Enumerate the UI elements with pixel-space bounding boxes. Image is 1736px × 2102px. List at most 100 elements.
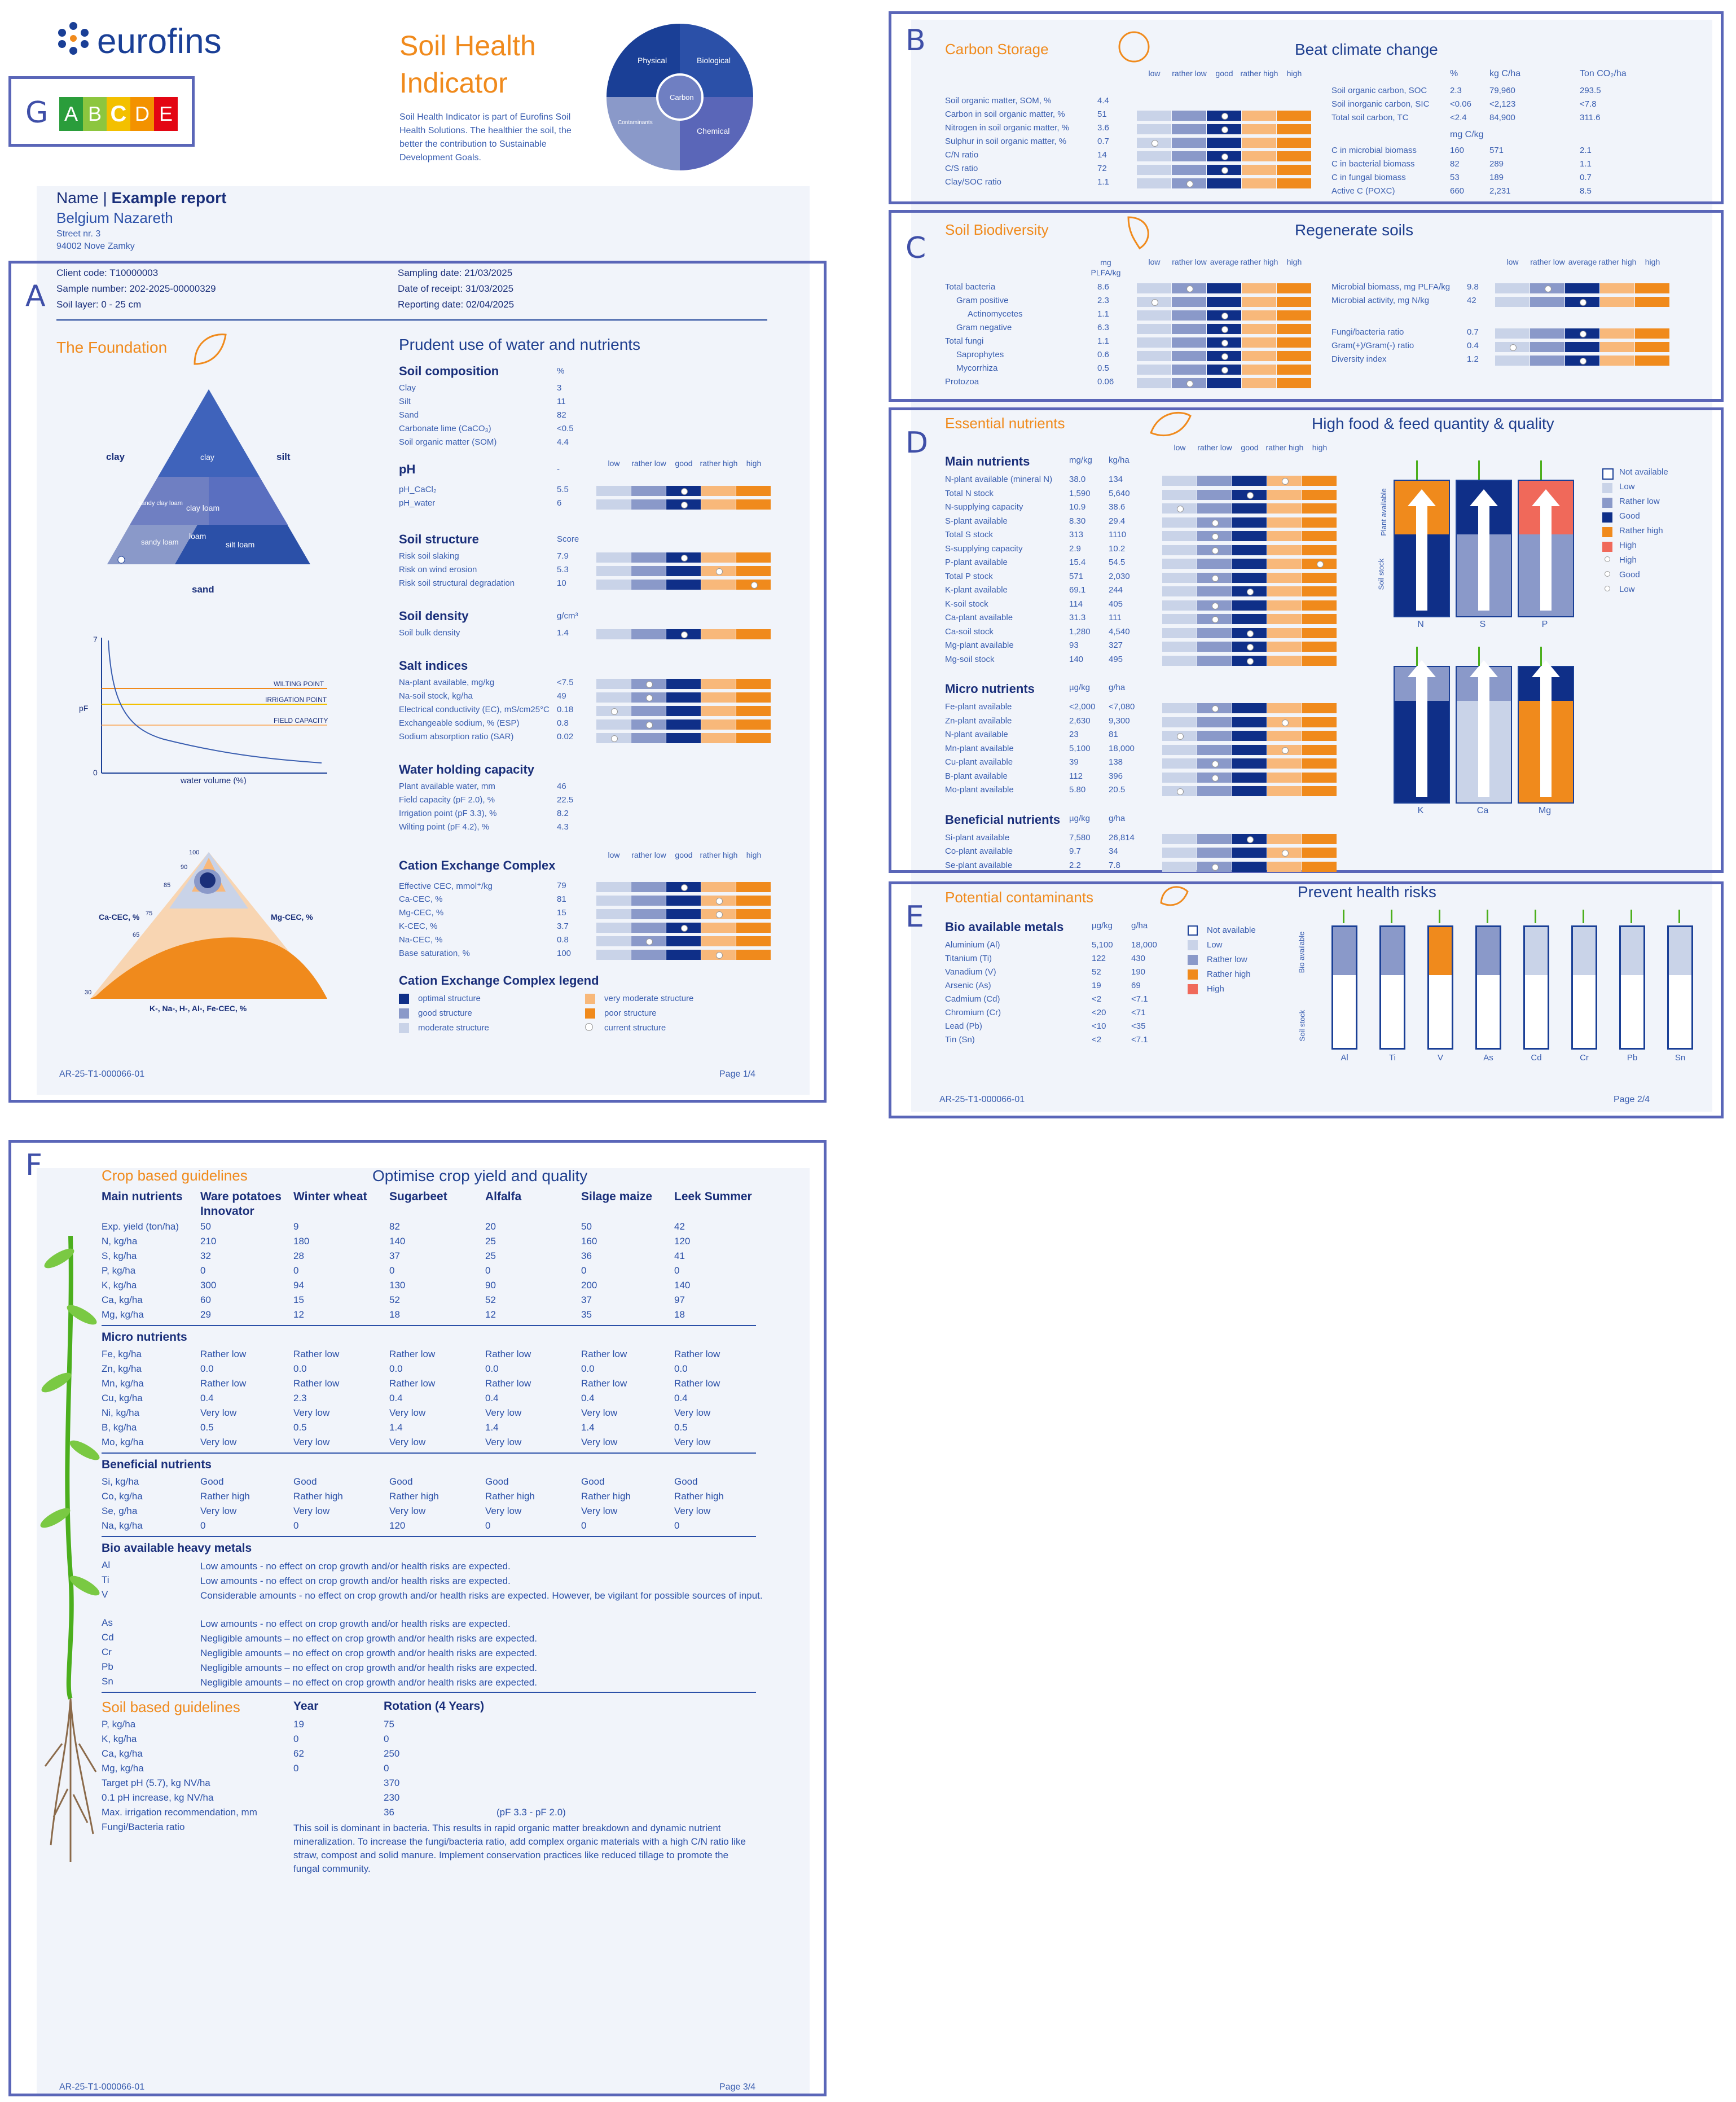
carbon-bar-5-marker (1221, 167, 1228, 174)
crop-micro-1-6: 0.0 (674, 1363, 688, 1374)
bio-bar-3-seg-3 (1242, 324, 1276, 334)
main-nutr-label-8: K-plant available (945, 585, 1008, 595)
nutr-scale-2: good (1241, 443, 1259, 452)
main-nutr-bar-9 (1162, 600, 1337, 611)
carbon-col-head-1: kg C/ha (1489, 69, 1521, 78)
metal-sprout-icon-1 (1391, 910, 1397, 923)
crop-micro-5-3: 1.4 (389, 1422, 403, 1433)
cec-bar-3 (596, 923, 771, 933)
crop-micro-0-6: Rather low (674, 1349, 720, 1359)
bio-right-bar-1-seg-3 (1600, 297, 1634, 307)
soil-texture-triangle: clay clay loam silt loam loam sandy loam… (107, 389, 310, 564)
fb-text: This soil is dominant in bacteria. This … (293, 1823, 746, 1874)
micro-nutr-value-2-1: 23 (1069, 730, 1079, 739)
crop-ben-3-6: 0 (674, 1520, 680, 1531)
metal-tube-Cr (1571, 925, 1597, 1050)
carbon-bio-label-2: C in fungal biomass (1331, 173, 1406, 182)
structure-value-2-1: 10 (557, 578, 566, 588)
main-nutr-bar-6-seg-3 (1267, 559, 1302, 569)
cec-scale-4: high (746, 850, 762, 859)
metals-title: Bio available metals (945, 920, 1064, 934)
cec-legend-swatch-4 (585, 1008, 595, 1019)
crop-micro-6-5: Very low (581, 1437, 618, 1447)
metal-legend-item-0: Not available (1207, 925, 1256, 935)
crop-main-3-6: 0 (674, 1265, 680, 1276)
metal-legend-swatch-4 (1188, 984, 1198, 994)
salt-bar-0-seg-0 (596, 679, 631, 689)
cec-label-0: Effective CEC, mmol⁺/kg (399, 881, 493, 891)
ben-nutr-label-2: Se-plant available (945, 860, 1013, 870)
bio-label-4: Total fungi (945, 336, 984, 346)
pf-curve-chart: WILTING POINT IRRIGATION POINT FIELD CAP… (79, 635, 328, 784)
main-nutr-bar-1-seg-3 (1267, 489, 1302, 500)
crop-col-5: Silage maize (581, 1190, 653, 1203)
cec-tick-85: 85 (164, 882, 170, 889)
nutr-legend-swatch-0 (1602, 468, 1614, 480)
water-label-0: Plant available water, mm (399, 782, 495, 791)
carbon-label-0: Soil organic matter, SOM, % (945, 96, 1052, 106)
crop-micro-5-0: B, kg/ha (102, 1422, 137, 1433)
micro-nutr-value-3-2: 18,000 (1109, 743, 1135, 753)
metal-guide-text-0: Low amounts - no effect on crop growth a… (200, 1561, 511, 1572)
bio-bar-0-seg-2 (1207, 283, 1241, 293)
carbon-bar-2-seg-0 (1137, 124, 1171, 134)
bio-label-1: Gram positive (956, 296, 1009, 305)
main-nutr-label-5: S-supplying capacity (945, 543, 1023, 554)
gauge-K (1394, 660, 1450, 804)
crop-main-4-1: 300 (200, 1280, 217, 1291)
soil-row-rot-3: 0 (384, 1763, 389, 1774)
page2-footer-right: Page 2/4 (1614, 1095, 1650, 1104)
wheel-contaminants-label: Contaminants (618, 120, 653, 126)
main-nutr-bar-4-seg-0 (1162, 531, 1197, 541)
cec-legend-item-0: optimal structure (418, 994, 481, 1003)
crop-main-5-6: 97 (674, 1294, 685, 1305)
bio-bar-7-seg-3 (1242, 378, 1276, 388)
salt-bar-4-seg-2 (666, 733, 701, 743)
gauge-axis-plant: Plant available (1379, 488, 1388, 536)
micro-nutr-bar-3-seg-0 (1162, 744, 1197, 755)
micro-nutr-bar-0 (1162, 703, 1337, 713)
main-nutr-bar-10-seg-3 (1267, 614, 1302, 624)
micro-nutr-label-4: Cu-plant available (945, 757, 1013, 767)
carbon-bio-value-3-3: 8.5 (1580, 186, 1592, 196)
carbon-bar-4-seg-1 (1172, 151, 1206, 161)
crop-main-5-1: 60 (200, 1294, 211, 1305)
cec-bar-1-marker (716, 898, 723, 905)
ph-bar-1-seg-3 (701, 499, 736, 510)
carbon-label-4: C/N ratio (945, 150, 979, 160)
metal-axis-soil: Soil stock (1298, 1010, 1307, 1042)
bio-right-bar-4-seg-0 (1495, 356, 1530, 366)
main-nutr-label-10: Ca-plant available (945, 613, 1013, 622)
gauge-Mg (1518, 660, 1574, 804)
label-c: C (906, 231, 926, 265)
nutrients-title: Essential nutrients (945, 415, 1065, 432)
wheel-biological-label: Biological (697, 56, 731, 65)
ben-nutr-bar-2-seg-0 (1162, 861, 1197, 872)
bio-bar-5-seg-0 (1137, 351, 1171, 361)
bio-value-2-1: 1.1 (1097, 309, 1109, 319)
metal-guide-el-6: Pb (102, 1661, 113, 1672)
nutr-legend-item-5: High (1619, 541, 1637, 550)
salt-bar-4-seg-3 (701, 733, 736, 743)
bio-right-value-1: 42 (1467, 296, 1476, 305)
crop-micro-0-2: Rather low (293, 1349, 340, 1359)
main-nutr-bar-1 (1162, 489, 1337, 500)
texture-clay-axis: clay (106, 451, 125, 462)
crop-main-0-1: 50 (200, 1221, 211, 1232)
salt-value-1-1: 49 (557, 691, 566, 701)
crop-col-1: Ware potatoes Innovator (200, 1190, 282, 1218)
structure-title: Soil structure (399, 532, 479, 546)
nutr-scale-0: low (1174, 443, 1186, 452)
metal-guide-el-5: Cr (102, 1647, 112, 1657)
metal-legend-item-2: Rather low (1207, 955, 1247, 964)
crop-micro-0-0: Fe, kg/ha (102, 1349, 142, 1359)
micro-nutr-bar-6-seg-1 (1197, 786, 1232, 796)
density-unit: g/cm³ (557, 611, 578, 621)
ph-value-0-1: 5.5 (557, 485, 569, 494)
soil-guide-title: Soil based guidelines (102, 1699, 240, 1715)
main-nutr-bar-5-seg-3 (1267, 545, 1302, 555)
carbon-bio-value-2-2: 189 (1489, 173, 1504, 182)
main-nutr-bar-5-seg-2 (1232, 545, 1267, 555)
metal-value-7-2: <7.1 (1131, 1035, 1148, 1045)
field-capacity-label: FIELD CAPACITY (274, 717, 328, 725)
